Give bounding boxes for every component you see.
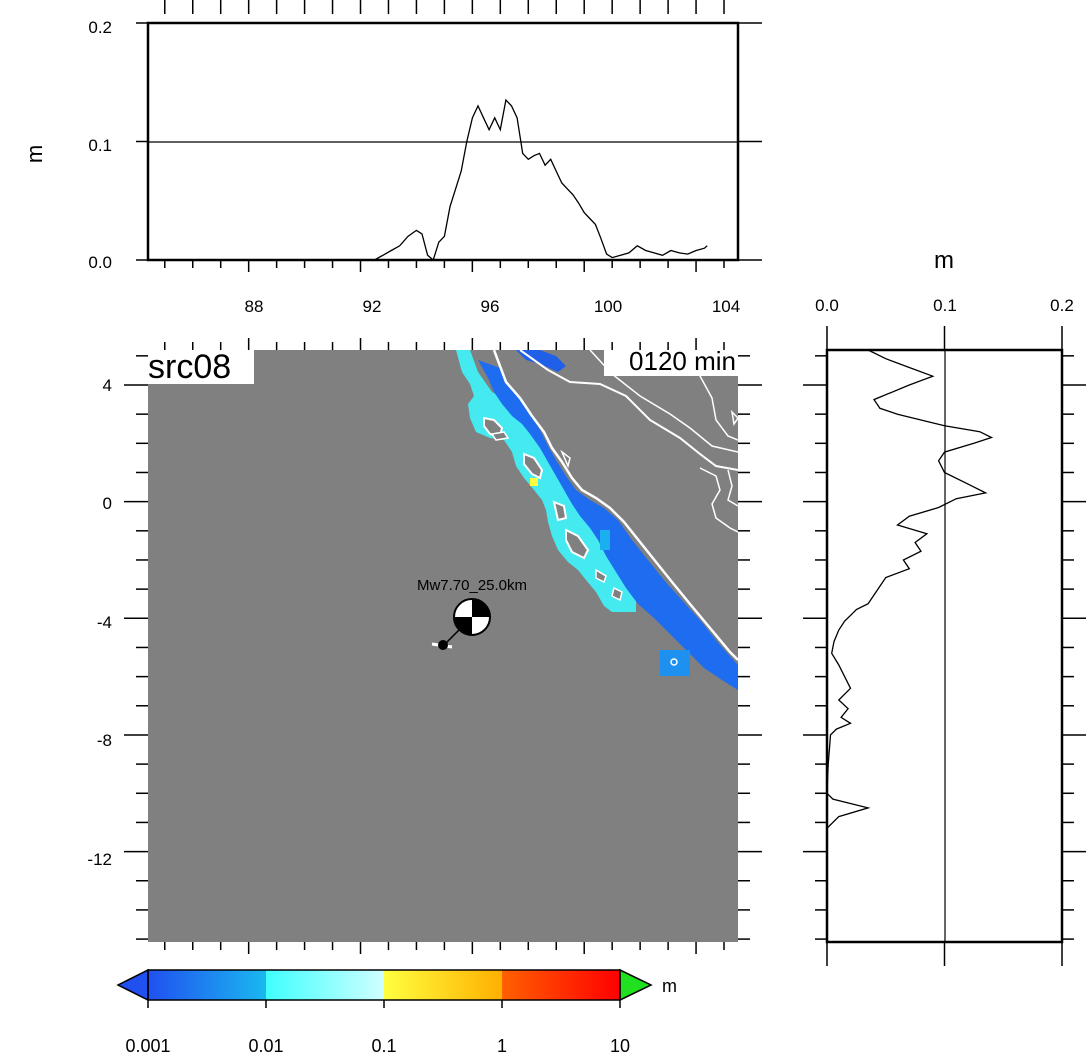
colorbar-tick-label: 10: [610, 1036, 630, 1056]
colorbar-segment: [502, 970, 620, 1000]
wave-zone-patch: [660, 650, 690, 676]
map-ytick-label: -12: [87, 850, 112, 869]
map-ytick-label: 0: [103, 494, 112, 513]
side-xtick-label: 0.2: [1050, 296, 1074, 315]
map-panel: Mw7.70_25.0km src08 0120 min 4 0 -4 -8 -…: [87, 338, 762, 954]
side-xtick-label: 0.1: [933, 296, 957, 315]
time-label-box: [604, 346, 740, 376]
wave-zone-patch: [600, 530, 610, 550]
side-xtick-label: 0.0: [815, 296, 839, 315]
colorbar-tick-label: 0.1: [371, 1036, 396, 1056]
wave-zone-blue: [478, 360, 738, 690]
source-label: src08: [148, 348, 231, 386]
island-coastline: [727, 469, 738, 507]
top-xtick-label: 92: [363, 297, 382, 316]
top-xtick-label: 104: [712, 297, 740, 316]
colorbar-tick-label: 0.001: [125, 1036, 170, 1056]
island-coastline: [730, 409, 738, 426]
island: [565, 528, 590, 560]
colorbar-segment: [148, 970, 266, 1000]
sumatra-coastline: [492, 350, 738, 661]
island: [523, 452, 544, 480]
top-xtick-label: 100: [594, 297, 622, 316]
colorbar-unit: m: [662, 976, 677, 996]
top-xtick-label: 88: [245, 297, 264, 316]
colorbar-segment: [266, 970, 384, 1000]
island-coastline: [699, 467, 738, 533]
colorbar-underflow-arrow: [116, 968, 149, 1002]
side-profile-frame: [825, 348, 1064, 944]
colorbar-overflow-arrow: [619, 968, 653, 1002]
map-ytick-label: -4: [97, 613, 112, 632]
island: [595, 568, 607, 584]
wave-hotspot: [530, 478, 538, 486]
top-ytick-label: 0.0: [88, 253, 112, 272]
top-ytick-label: 0.2: [88, 18, 112, 37]
island: [670, 658, 678, 666]
time-label: 0120 min: [629, 346, 736, 376]
colorbar-segment: [384, 970, 502, 1000]
map-content: [456, 350, 738, 690]
top-profile-frame: [146, 21, 740, 262]
colorbar-tick-label: 0.01: [248, 1036, 283, 1056]
top-xtick-label: 96: [481, 297, 500, 316]
focal-mechanism: Mw7.70_25.0km: [417, 577, 527, 650]
malaysia-coastline: [519, 350, 738, 471]
side-profile-line: [826, 349, 994, 942]
epicenter-marker: [438, 640, 448, 650]
side-profile-xlabel: m: [934, 247, 954, 274]
source-label-box: [144, 346, 254, 384]
event-label: Mw7.70_25.0km: [417, 577, 527, 594]
colorbar: 0.001 0.01 0.1 1 10 m: [116, 968, 677, 1056]
island: [611, 586, 623, 602]
top-profile-panel: m 0.2 0.1 0.0 88 92 96 100 104: [22, 0, 762, 316]
side-profile-panel: m 0.0 0.1 0.2: [803, 247, 1086, 966]
map-ytick-label: -8: [97, 731, 112, 750]
island: [552, 500, 568, 522]
island: [560, 449, 571, 469]
top-profile-ylabel: m: [22, 145, 47, 163]
colorbar-tick-label: 1: [497, 1036, 507, 1056]
wave-zone-cyan: [456, 350, 638, 612]
top-ytick-label: 0.1: [88, 136, 112, 155]
map-ytick-label: 4: [103, 376, 112, 395]
island: [490, 431, 510, 441]
